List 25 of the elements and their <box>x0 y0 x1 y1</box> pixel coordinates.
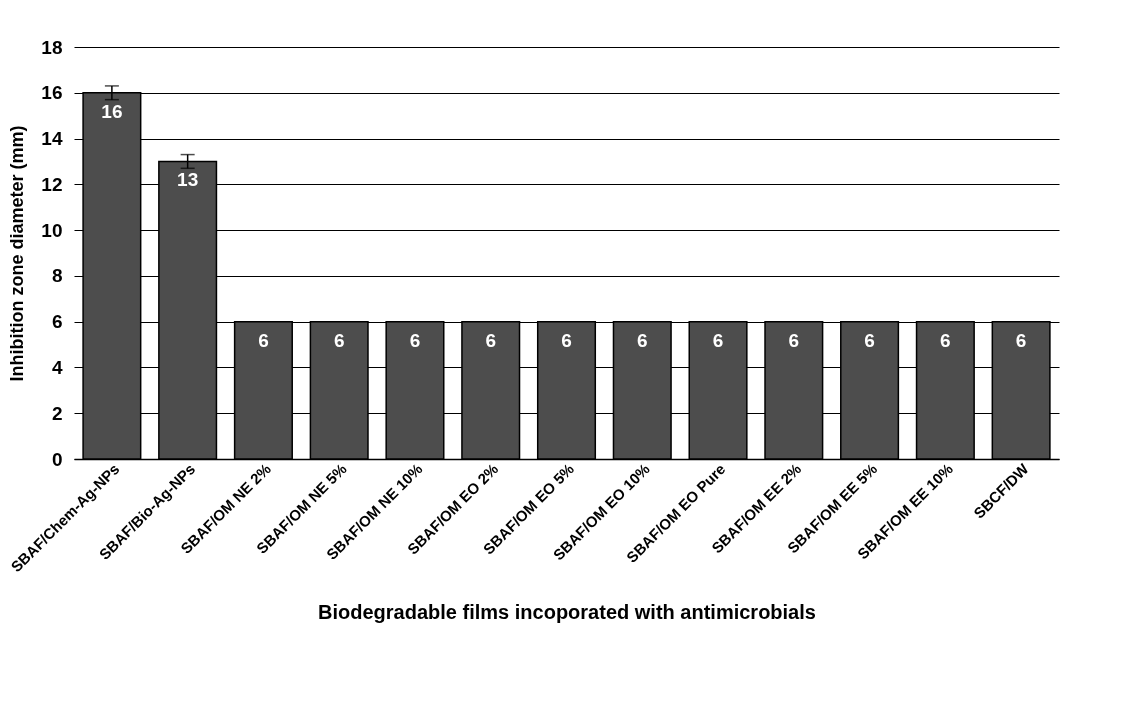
y-tick-label: 18 <box>41 36 63 58</box>
data-label: 6 <box>333 329 345 351</box>
data-label: 16 <box>101 100 123 122</box>
y-tick-label: 16 <box>41 82 63 104</box>
data-label: 13 <box>177 169 199 191</box>
data-label: 6 <box>1015 329 1027 351</box>
y-tick-label: 14 <box>41 128 63 150</box>
y-tick-label: 8 <box>51 265 63 287</box>
y-tick-label: 12 <box>41 173 63 195</box>
data-label: 6 <box>712 329 724 351</box>
data-label: 6 <box>636 329 648 351</box>
y-tick-label: 2 <box>51 402 63 424</box>
data-label: 6 <box>485 329 497 351</box>
y-tick-label: 6 <box>51 311 63 333</box>
y-axis-title: Inhibition zone diameter (mm) <box>7 125 28 382</box>
y-tick-label: 4 <box>51 356 63 378</box>
data-label: 6 <box>258 329 269 351</box>
y-tick-label: 0 <box>51 448 63 470</box>
data-label: 6 <box>409 329 421 351</box>
data-label: 6 <box>561 329 572 351</box>
y-tick-label: 10 <box>41 219 63 241</box>
x-axis-title: Biodegradable films incoporated with antimicrobials <box>318 601 816 624</box>
data-label: 6 <box>940 329 951 351</box>
data-label: 6 <box>788 329 800 351</box>
data-label: 6 <box>864 329 875 351</box>
